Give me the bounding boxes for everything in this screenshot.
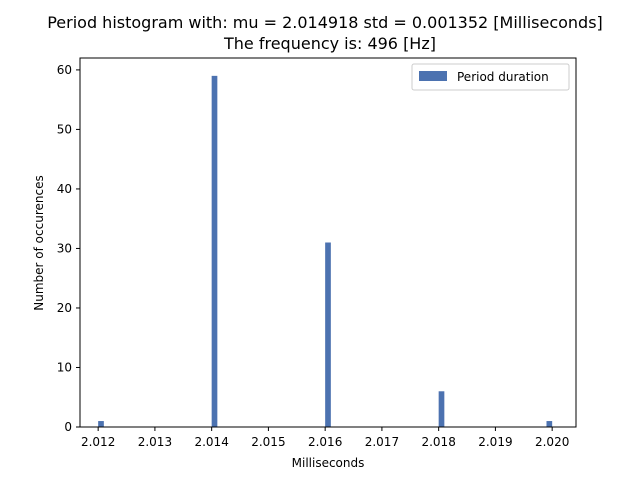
- x-tick-label-1: 2.013: [138, 435, 172, 449]
- bar-1: [211, 75, 218, 427]
- x-tick-label-2: 2.014: [194, 435, 228, 449]
- x-tick-label-0: 2.012: [81, 435, 115, 449]
- y-tick-label-4: 40: [57, 182, 72, 196]
- y-tick-label-1: 10: [57, 360, 72, 374]
- x-tick-label-4: 2.016: [308, 435, 342, 449]
- bar-0: [98, 421, 104, 427]
- legend: Period duration: [411, 63, 570, 91]
- chart-title-line1: Period histogram with: mu = 2.014918 std…: [47, 13, 603, 32]
- x-tick-label-6: 2.018: [421, 435, 455, 449]
- y-ticks: 0 10 20 30 40 50 60: [57, 63, 80, 434]
- legend-box: [411, 63, 570, 91]
- y-tick-label-3: 30: [57, 241, 72, 255]
- y-tick-label-0: 0: [64, 420, 72, 434]
- bar-4: [546, 421, 553, 427]
- legend-swatch: [419, 71, 447, 81]
- y-tick-label-5: 50: [57, 122, 72, 136]
- x-tick-label-3: 2.015: [251, 435, 285, 449]
- y-tick-label-6: 60: [57, 63, 72, 77]
- y-axis-label: Number of occurences: [32, 175, 46, 310]
- chart-title-line2: The frequency is: 496 [Hz]: [223, 34, 436, 53]
- plot-frame: [79, 57, 577, 428]
- x-tick-label-7: 2.019: [478, 435, 512, 449]
- x-tick-label-8: 2.020: [535, 435, 569, 449]
- y-tick-label-2: 20: [57, 301, 72, 315]
- x-axis-label: Milliseconds: [292, 456, 365, 470]
- bar-3: [438, 391, 445, 427]
- legend-label: Period duration: [457, 70, 549, 84]
- x-tick-label-5: 2.017: [365, 435, 399, 449]
- bar-2: [325, 242, 331, 427]
- x-ticks: 2.012 2.013 2.014 2.015 2.016 2.017 2.018 2.019…: [81, 427, 569, 449]
- bars-group: [98, 75, 553, 427]
